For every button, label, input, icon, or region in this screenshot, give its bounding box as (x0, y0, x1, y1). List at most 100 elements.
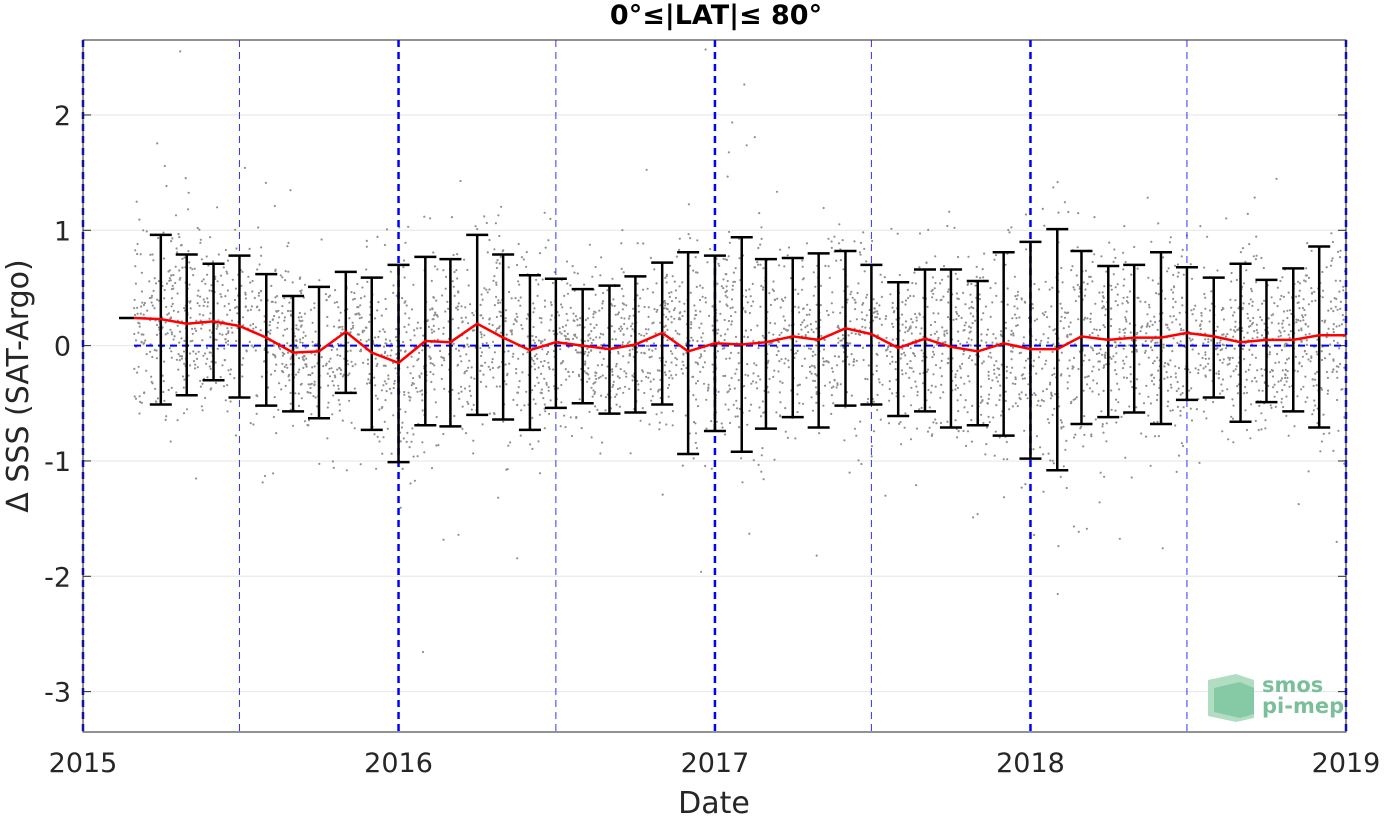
scatter-point (751, 282, 754, 285)
scatter-point (279, 274, 282, 277)
scatter-point (392, 284, 395, 287)
scatter-point (873, 307, 876, 310)
scatter-point (664, 331, 667, 334)
scatter-point (927, 228, 930, 231)
scatter-point (1260, 256, 1263, 260)
scatter-point (1200, 314, 1203, 317)
scatter-point (145, 369, 148, 372)
scatter-point (566, 319, 569, 322)
scatter-point (647, 344, 650, 347)
scatter-point (1204, 351, 1207, 354)
scatter-point (1276, 286, 1279, 289)
scatter-point (622, 391, 625, 394)
scatter-point (930, 434, 934, 437)
scatter-point (901, 301, 904, 304)
scatter-point (694, 422, 697, 425)
scatter-point (812, 271, 815, 274)
scatter-point (666, 302, 669, 306)
scatter-point (913, 354, 917, 358)
scatter-point (777, 370, 780, 373)
scatter-point (615, 365, 618, 368)
scatter-point (1091, 347, 1094, 350)
scatter-point (741, 481, 744, 484)
scatter-point (982, 360, 985, 363)
scatter-point (753, 362, 756, 365)
scatter-point (335, 301, 339, 304)
scatter-point (1260, 368, 1263, 371)
scatter-point (1051, 459, 1054, 462)
scatter-point (637, 304, 640, 307)
scatter-point (695, 313, 698, 317)
scatter-point (199, 379, 202, 382)
scatter-point (136, 242, 139, 246)
scatter-point (970, 300, 974, 304)
scatter-point (640, 334, 643, 337)
scatter-point (1169, 383, 1172, 386)
scatter-point (1310, 249, 1313, 252)
scatter-point (722, 278, 725, 281)
scatter-point (804, 326, 807, 329)
scatter-point (1298, 289, 1301, 292)
scatter-point (939, 282, 942, 285)
scatter-point (772, 333, 775, 336)
scatter-point (134, 313, 137, 317)
scatter-point (1287, 291, 1290, 294)
scatter-point (520, 409, 523, 412)
scatter-point (378, 440, 381, 443)
scatter-point (716, 332, 719, 335)
scatter-point (488, 238, 491, 242)
scatter-point (460, 316, 463, 319)
scatter-point (1002, 496, 1006, 499)
scatter-point (435, 299, 438, 302)
scatter-point (163, 360, 166, 363)
scatter-point (647, 306, 650, 309)
scatter-point (827, 314, 830, 317)
scatter-point (835, 364, 839, 367)
scatter-point (865, 314, 868, 317)
scatter-point (405, 304, 408, 307)
scatter-point (281, 370, 284, 373)
scatter-point (1264, 427, 1267, 430)
scatter-point (485, 288, 488, 291)
scatter-point (1114, 369, 1117, 372)
scatter-point (583, 340, 587, 343)
scatter-point (1261, 389, 1264, 392)
scatter-point (1236, 392, 1239, 395)
scatter-point (966, 411, 969, 414)
scatter-point (1310, 355, 1313, 358)
scatter-point (1282, 405, 1285, 409)
scatter-point (1302, 316, 1305, 319)
scatter-point (934, 418, 937, 421)
scatter-point (942, 391, 945, 394)
scatter-point (1303, 349, 1306, 353)
scatter-point (1171, 350, 1174, 353)
scatter-point (945, 329, 948, 332)
scatter-point (974, 284, 977, 287)
scatter-point (674, 347, 677, 350)
scatter-point (851, 296, 854, 299)
scatter-point (914, 282, 918, 285)
scatter-point (269, 320, 272, 323)
scatter-point (255, 412, 258, 415)
scatter-point (734, 335, 738, 338)
scatter-point (692, 394, 695, 397)
scatter-point (1166, 376, 1169, 379)
scatter-point (862, 358, 865, 362)
scatter-point (498, 325, 501, 328)
scatter-point (431, 307, 434, 310)
scatter-point (334, 376, 337, 379)
scatter-point (968, 307, 971, 310)
scatter-point (859, 420, 862, 423)
scatter-point (1068, 374, 1071, 377)
scatter-point (744, 329, 748, 332)
scatter-point (880, 295, 884, 298)
scatter-point (140, 305, 143, 308)
scatter-point (1175, 318, 1178, 321)
scatter-point (455, 306, 458, 309)
scatter-point (336, 342, 340, 345)
scatter-point (867, 364, 870, 367)
scatter-point (472, 329, 475, 332)
scatter-point (472, 439, 475, 442)
scatter-point (893, 310, 896, 313)
scatter-point (663, 299, 666, 303)
